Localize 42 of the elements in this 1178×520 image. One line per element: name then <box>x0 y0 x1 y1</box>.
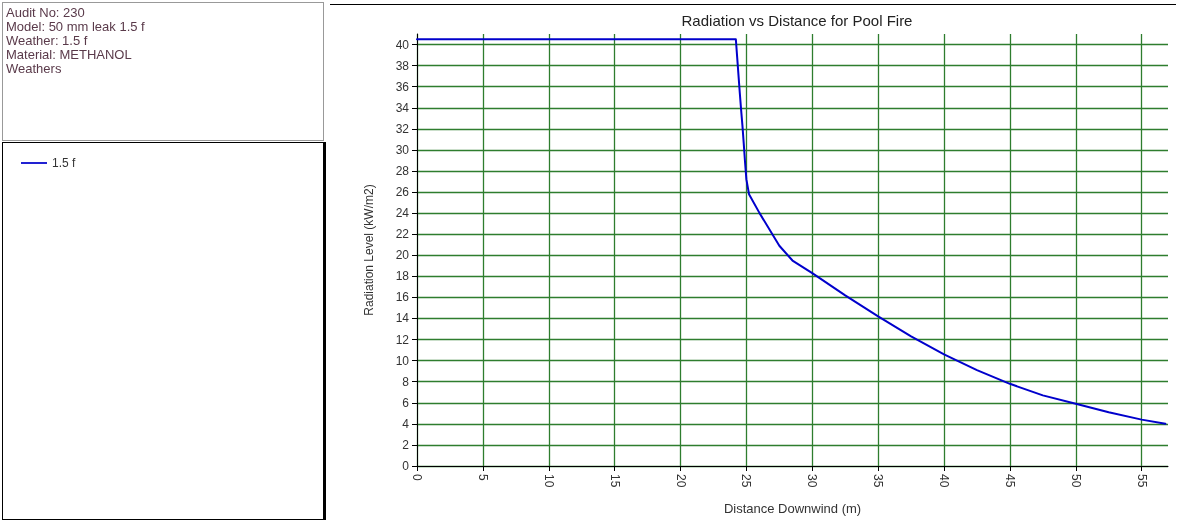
x-tick-label: 45 <box>1002 474 1017 488</box>
y-tick-label: 34 <box>395 100 410 115</box>
y-tick-label: 18 <box>395 269 410 284</box>
y-axis-title: Radiation Level (kW/m2) <box>362 184 376 316</box>
x-tick-label: 10 <box>541 474 556 488</box>
y-tick-label: 2 <box>402 437 410 452</box>
y-tick-label: 20 <box>395 248 410 263</box>
x-tick-label: 25 <box>739 474 754 488</box>
y-tick-label: 16 <box>395 290 410 305</box>
y-tick-label: 22 <box>395 227 410 242</box>
y-tick-label: 40 <box>395 37 410 52</box>
x-tick-label: 40 <box>937 474 952 488</box>
x-tick-label: 20 <box>673 474 688 488</box>
y-tick-label: 32 <box>395 121 410 136</box>
y-tick-label: 10 <box>395 353 410 368</box>
y-tick-label: 4 <box>402 416 410 431</box>
y-tick-label: 8 <box>402 374 410 389</box>
x-tick-label: 5 <box>475 474 490 481</box>
y-tick-label: 12 <box>395 332 410 347</box>
text: Weathers <box>6 61 63 76</box>
text: Audit No: 230 <box>6 5 86 20</box>
y-tick-label: 24 <box>395 206 410 221</box>
x-tick-label: 50 <box>1068 474 1083 488</box>
y-tick-label: 26 <box>395 185 410 200</box>
chart-title: Radiation vs Distance for Pool Fire <box>681 12 913 29</box>
y-tick-label: 6 <box>402 395 410 410</box>
y-tick-label: 14 <box>395 311 410 326</box>
y-tick-label: 38 <box>395 58 410 73</box>
text: Weather: 1.5 f <box>6 33 89 48</box>
line-series <box>416 38 1167 425</box>
x-tick-label: 0 <box>410 474 424 481</box>
x-tick-label: 15 <box>607 474 622 488</box>
text: Model: 50 mm leak 1.5 f <box>6 19 146 34</box>
x-tick-label: 35 <box>871 474 886 488</box>
legend-label: 1.5 f <box>52 156 77 170</box>
text: Material: METHANOL <box>6 47 133 62</box>
y-tick-label: 28 <box>395 163 410 178</box>
x-axis-title: Distance Downwind (m) <box>723 501 862 516</box>
y-tick-label: 36 <box>395 79 410 94</box>
y-tick-label: 30 <box>395 142 410 157</box>
x-tick-label: 55 <box>1134 474 1149 488</box>
x-tick-label: 30 <box>805 474 820 488</box>
